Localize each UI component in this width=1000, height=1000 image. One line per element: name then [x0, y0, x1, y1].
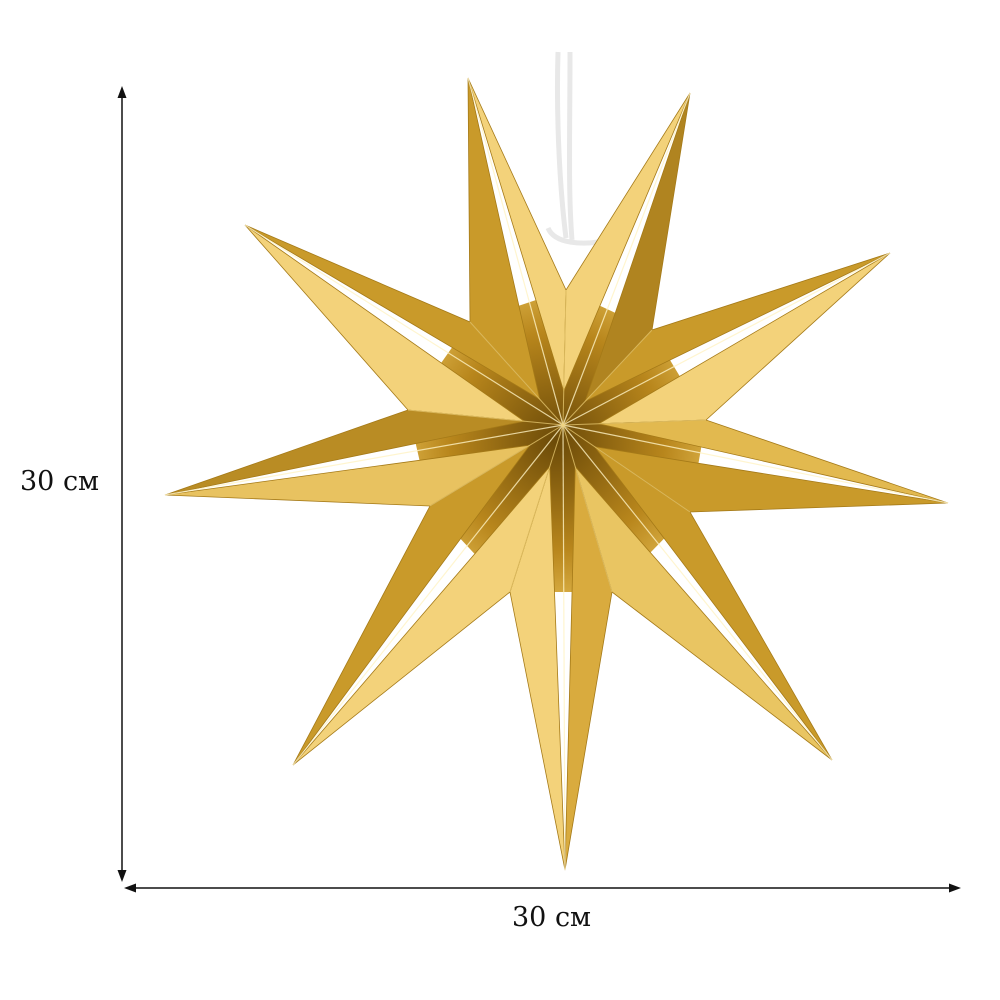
star-point-8-ridge	[292, 424, 564, 766]
gold-star	[164, 77, 949, 871]
height-label: 30 см	[20, 466, 100, 497]
star-point-1-ridge	[244, 224, 564, 426]
star-point-3-ridge	[562, 92, 691, 426]
star-fold-line	[562, 424, 613, 593]
star-fold-line	[562, 419, 707, 426]
star-fold-line	[562, 329, 653, 426]
star-fold-line	[562, 289, 567, 426]
star-fold-line	[469, 321, 564, 426]
star-fold-line	[562, 424, 691, 513]
star-fold-line	[407, 409, 564, 426]
star-point-5-ridge	[562, 424, 949, 504]
star-point-8-facet-left	[292, 466, 551, 766]
star-point-6-ridge	[562, 424, 833, 761]
hanging-cord	[545, 51, 599, 246]
star-fold-line	[509, 424, 564, 593]
star-point-7-ridge	[562, 424, 566, 871]
star-point-4-ridge	[562, 252, 891, 426]
star-fold-line	[429, 424, 564, 507]
star-point-2-ridge	[467, 77, 564, 426]
width-label: 30 см	[512, 902, 592, 933]
star-point-9-ridge	[164, 424, 564, 496]
